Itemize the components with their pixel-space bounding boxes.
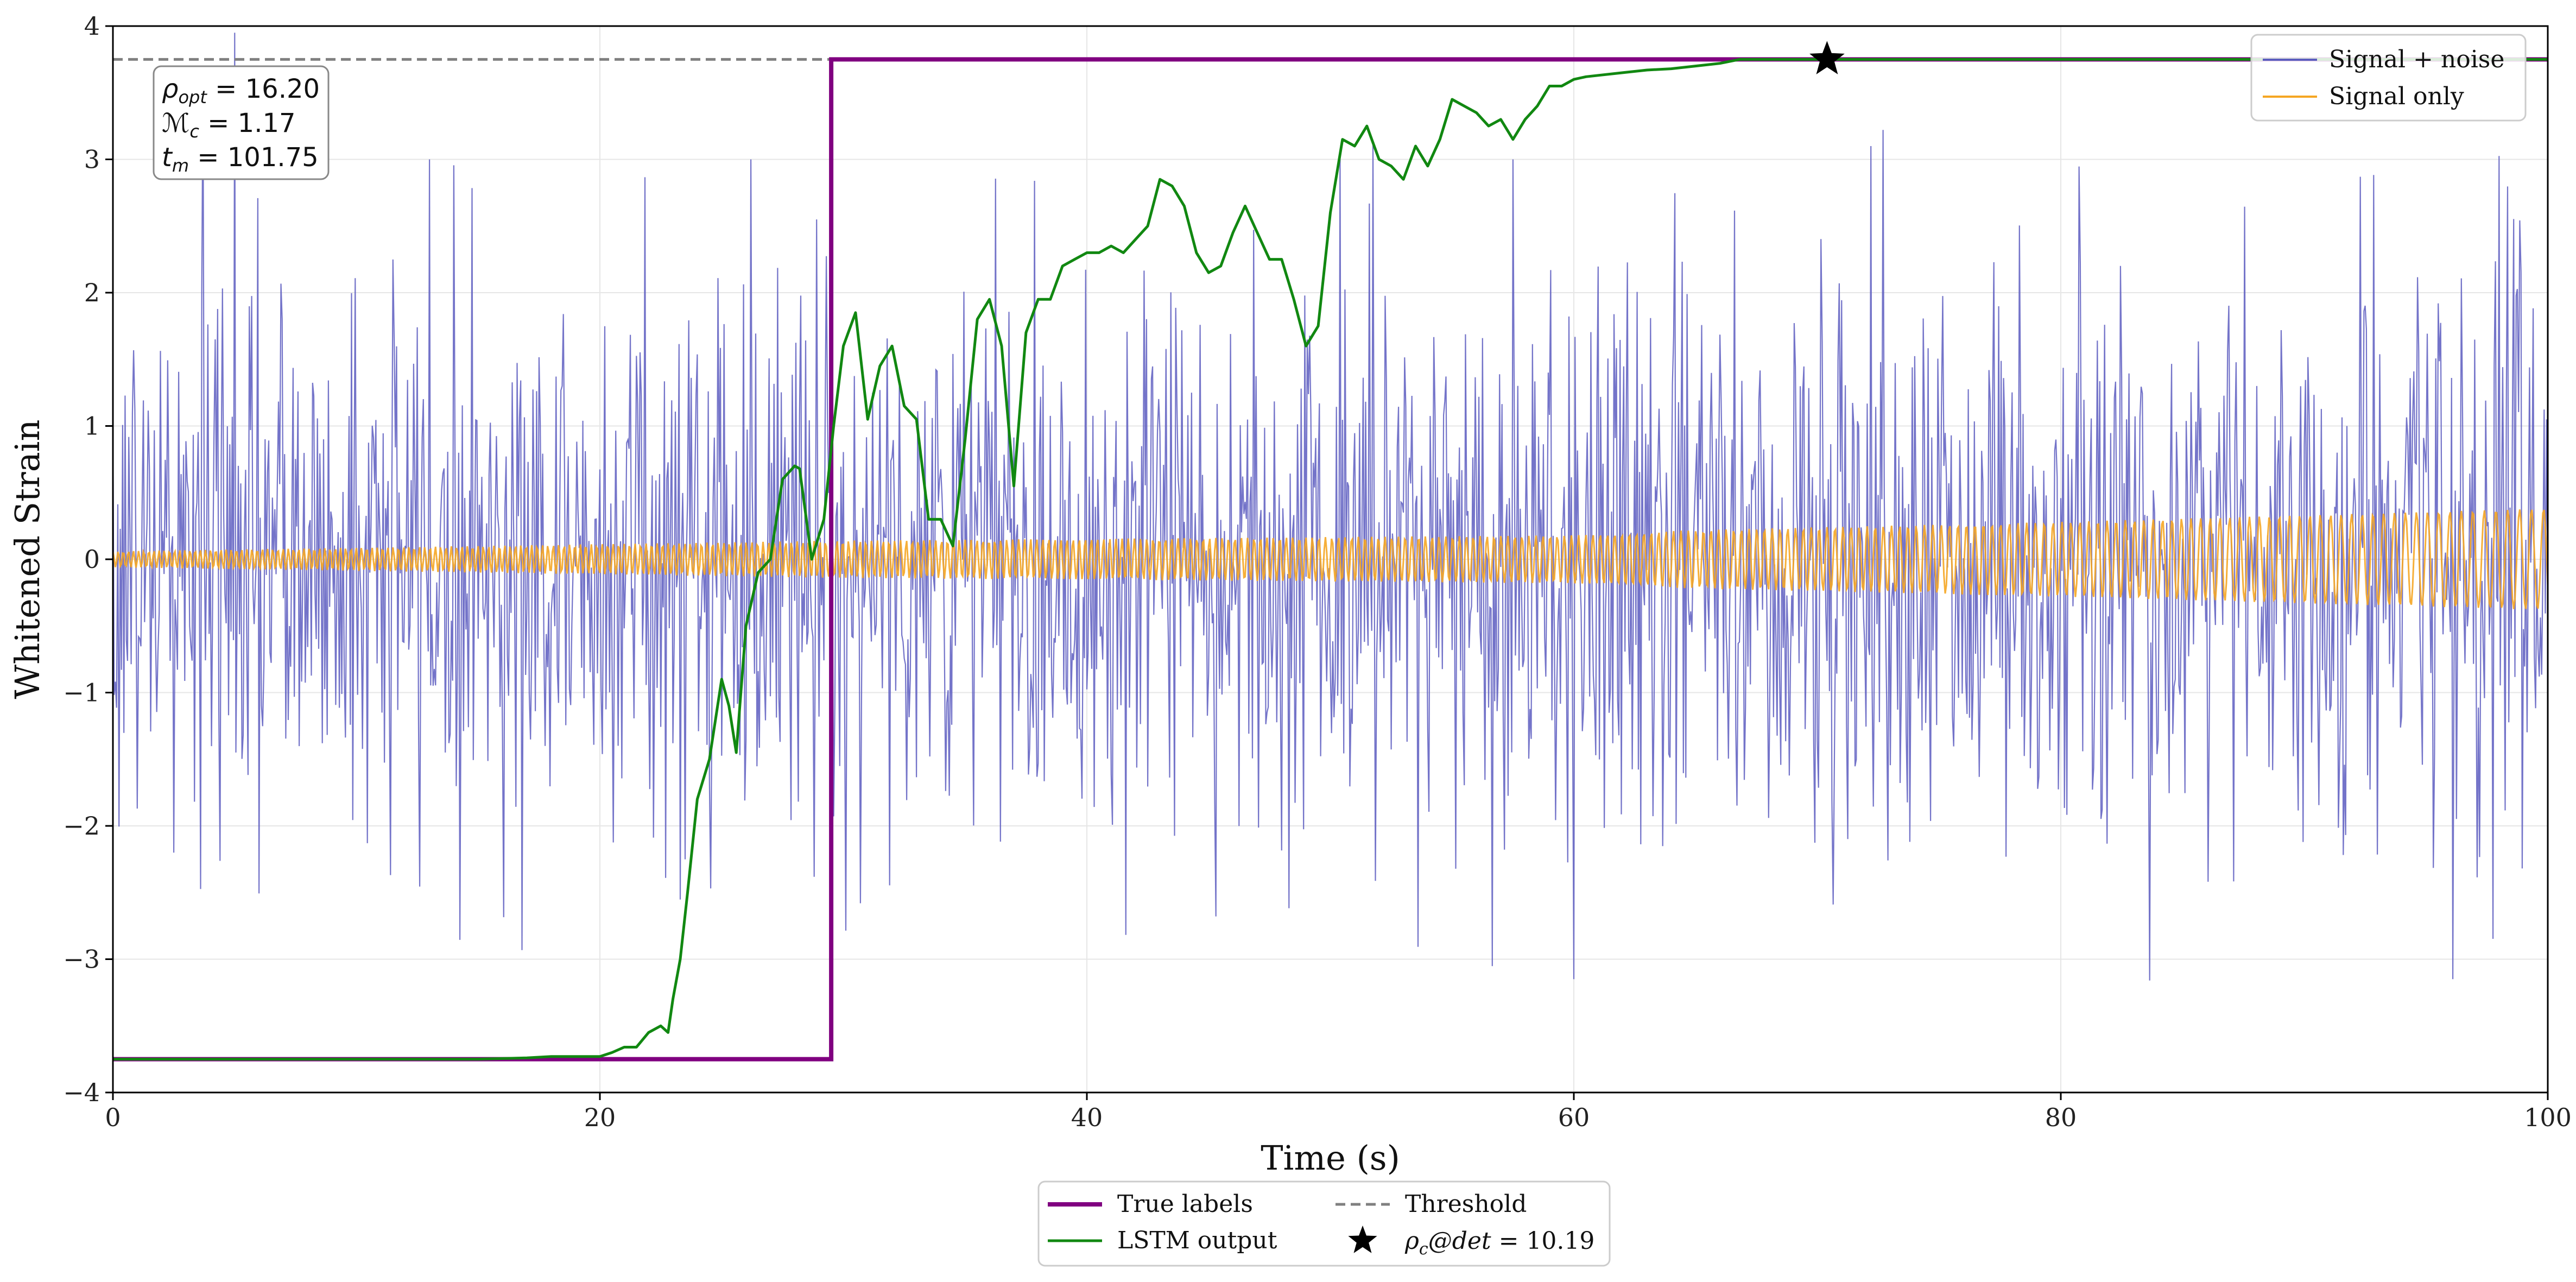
axis-layer: 0 20 40 60 80 100 −4 −3 −2 −1 0 1 2 3 4 <box>63 11 2572 1132</box>
rho-opt-value: 16.20 <box>245 74 320 104</box>
legend-true-labels-label: True labels <box>1117 1190 1253 1218</box>
legend-signal-only-label: Signal only <box>2329 83 2464 110</box>
x-tick-label: 80 <box>2045 1103 2077 1132</box>
signal-noise-line <box>113 33 2548 981</box>
y-tick-label: −4 <box>63 1078 100 1107</box>
x-tick-label: 100 <box>2524 1103 2572 1132</box>
detection-star-marker <box>1809 41 1845 74</box>
legend-threshold-label: Threshold <box>1405 1190 1527 1218</box>
legend-detection-star-icon <box>1348 1226 1377 1253</box>
legend-detection-label: ρc@det = 10.19 <box>1404 1227 1594 1259</box>
legend-bottom-frame <box>1037 1180 1611 1267</box>
chirp-mass-annotation: ℳc = 1.17 <box>162 108 296 142</box>
tm-value: 101.75 <box>227 142 319 173</box>
y-axis-label: Whitened Strain <box>8 420 47 699</box>
y-tick-label: −1 <box>63 678 100 708</box>
x-tick-label: 60 <box>1558 1103 1590 1132</box>
detection-value: 10.19 <box>1526 1227 1594 1255</box>
tm-annotation: tm = 101.75 <box>162 142 319 176</box>
y-tick-label: −3 <box>63 945 100 974</box>
x-tick-label: 20 <box>584 1103 616 1132</box>
x-tick-label: 40 <box>1071 1103 1103 1132</box>
plot-layer <box>113 33 2548 1062</box>
y-tick-label: −2 <box>63 811 100 841</box>
legend-lstm-output-label: LSTM output <box>1117 1227 1277 1254</box>
chirp-mass-value: 1.17 <box>238 108 296 138</box>
annotation-box-frame <box>153 65 330 180</box>
params-annotation-box: ρopt = 16.20 ℳc = 1.17 tm = 101.75 <box>153 65 330 180</box>
y-tick-label: 4 <box>84 11 100 41</box>
y-tick-label: 3 <box>84 145 100 174</box>
legend-top-right: Signal + noise Signal only <box>2250 34 2527 122</box>
x-axis-label: Time (s) <box>1261 1138 1400 1178</box>
rho-opt-annotation: ρopt = 16.20 <box>162 74 320 108</box>
y-tick-label: 0 <box>84 545 100 574</box>
legend-signal-noise-label: Signal + noise <box>2329 46 2504 73</box>
signal-only-line <box>113 509 2548 609</box>
y-tick-label: 1 <box>84 412 100 441</box>
legend-bottom: True labels LSTM output Threshold ρc@det… <box>1037 1180 1611 1267</box>
legend-top-frame <box>2250 34 2527 122</box>
lstm-output-line <box>113 58 2548 1061</box>
y-tick-label: 2 <box>84 278 100 307</box>
x-tick-label: 0 <box>105 1103 121 1132</box>
